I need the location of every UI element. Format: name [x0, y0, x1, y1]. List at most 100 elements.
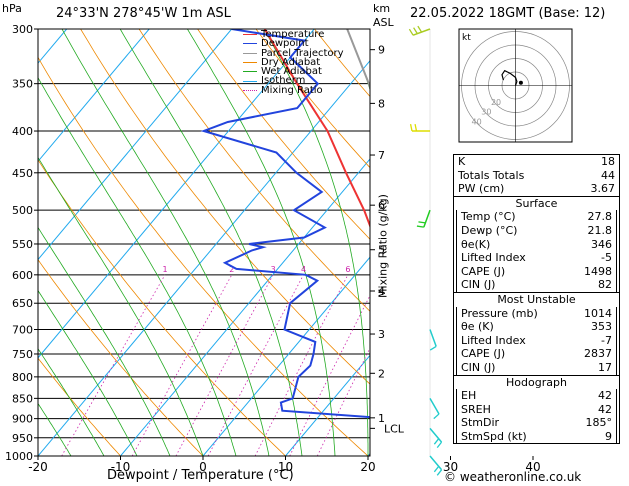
- index-value: 18: [601, 155, 615, 168]
- wind-barb-flag: [429, 345, 437, 351]
- copyright-footer: © weatheronline.co.uk: [444, 470, 582, 484]
- wet-adiabat: [263, 29, 369, 456]
- mixing-ratio-line: [368, 452, 370, 456]
- km-tick-label: 8: [378, 97, 385, 110]
- isotherm: [38, 29, 315, 359]
- temperature-tick-label: 0: [199, 460, 207, 474]
- most-unstable-value: 1014: [584, 306, 612, 320]
- legend-swatch: [243, 52, 257, 54]
- temperature-tick-label: -20: [28, 460, 48, 474]
- wind-barb-staff: [429, 397, 440, 415]
- pressure-tick-label: 900: [12, 413, 33, 426]
- series-line-parcel-trajectory: [346, 29, 370, 91]
- wind-barb-staff: [429, 455, 443, 471]
- pressure-tick-label: 1000: [5, 450, 33, 463]
- location-title: 24°33'N 278°45'W 1m ASL: [56, 6, 231, 21]
- surface-label: CAPE (J): [461, 264, 506, 278]
- index-row: PW (cm) 3.67: [454, 182, 619, 196]
- isotherm: [285, 354, 370, 456]
- legend-label: Dewpoint: [261, 38, 309, 50]
- dry-adiabat: [38, 56, 369, 456]
- index-row: K 18: [454, 155, 619, 169]
- index-value: 44: [601, 168, 615, 182]
- surface-row: Temp (°C) 27.8: [457, 210, 616, 224]
- surface-label: Dewp (°C): [461, 223, 518, 237]
- pressure-tick-label: 650: [12, 297, 33, 310]
- hodograph-table-title: Hodograph: [454, 374, 619, 390]
- wind-barb-staff: [412, 28, 431, 36]
- wind-barb-flag: [409, 124, 413, 132]
- temperature-tick-label: 30: [443, 460, 458, 474]
- wet-adiabat: [38, 289, 138, 456]
- index-label: K: [458, 155, 466, 168]
- hodograph-stat-row: SREH 42: [457, 403, 616, 417]
- pressure-tick-label: 400: [12, 125, 33, 138]
- surface-row: Lifted Index -5: [457, 251, 616, 265]
- wind-barb-flag: [416, 225, 424, 228]
- surface-label: Lifted Index: [461, 251, 526, 265]
- pressure-tick-label: 950: [12, 432, 33, 445]
- isotherm: [38, 29, 150, 163]
- legend-swatch: [243, 34, 257, 36]
- legend-label: Dry Adiabat: [261, 56, 321, 68]
- legend-item: Dry Adiabat: [243, 56, 344, 68]
- surface-row: θe(K) 346: [457, 238, 616, 252]
- most-unstable-label: Lifted Index: [461, 333, 526, 347]
- wind-barb-flag: [433, 413, 440, 420]
- wind-barb: [429, 397, 440, 420]
- km-tick-label: 5: [378, 244, 385, 257]
- most-unstable-value: 17: [598, 360, 612, 374]
- hodograph-unit-label: kt: [462, 33, 471, 43]
- surface-value: 346: [591, 237, 612, 251]
- mixing-ratio-label: 2: [229, 265, 234, 274]
- hodograph-ring-label: 40: [472, 117, 482, 126]
- pressure-tick-label: 700: [12, 324, 33, 337]
- series-line-dewpoint: [200, 29, 370, 419]
- legend-item: Temperature: [243, 29, 344, 40]
- legend-item: Isotherm: [243, 76, 344, 86]
- temperature-tick-label: -10: [111, 460, 131, 474]
- hodograph-ring-label: 20: [491, 98, 501, 107]
- wind-barb: [429, 455, 443, 476]
- wet-adiabat: [38, 348, 105, 456]
- dry-adiabat: [255, 29, 370, 169]
- wet-adiabat: [38, 402, 72, 456]
- wind-barb-flag: [413, 27, 418, 34]
- hodograph-stat-row: StmDir 185°: [457, 416, 616, 430]
- stats-table: K 18 Totals Totals 44 PW (cm) 3.67 Surface Te…: [453, 154, 620, 445]
- most-unstable-row: CIN (J) 17: [457, 361, 616, 375]
- surface-label: CIN (J): [461, 278, 496, 292]
- legend-swatch: [243, 62, 257, 64]
- surface-row: CAPE (J) 1498: [457, 265, 616, 279]
- surface-value: 1498: [584, 264, 612, 278]
- lcl-label: LCL: [384, 422, 405, 435]
- dry-adiabat: [80, 29, 370, 385]
- asl-unit-label: ASL: [373, 16, 394, 29]
- hodograph-section: EH 42 SREH 42 StmDir 185° StmSpd (kt) 9: [456, 389, 617, 444]
- surface-value: 27.8: [587, 210, 613, 224]
- legend-swatch: [243, 71, 257, 73]
- km-unit-label: km: [373, 2, 391, 15]
- pressure-tick-label: 600: [12, 269, 33, 282]
- legend-item: Wet Adiabat: [243, 67, 344, 77]
- mixing-ratio-label: 6: [345, 265, 350, 274]
- km-tick-label: 6: [378, 199, 385, 212]
- mixing-ratio-line: [131, 274, 233, 456]
- mixing-ratio-label: 4: [301, 265, 306, 274]
- km-tick-label: 7: [378, 149, 385, 162]
- wind-barb-flag: [418, 221, 426, 224]
- wind-barb: [429, 427, 443, 449]
- dry-adiabat: [197, 29, 370, 240]
- hodograph-stat-label: StmDir: [461, 416, 500, 430]
- plot-frame: [37, 28, 371, 457]
- km-tick-label: 3: [378, 328, 385, 341]
- km-tick-label: 4: [378, 285, 385, 298]
- index-row: Totals Totals 44: [454, 169, 619, 183]
- wind-barb: [409, 124, 430, 132]
- hodograph-stat-row: StmSpd (kt) 9: [457, 430, 616, 444]
- wind-barb: [416, 209, 431, 228]
- mixing-ratio-label: 1: [162, 265, 167, 274]
- wind-barb-flag: [408, 28, 414, 36]
- mixing-ratio-line: [175, 274, 274, 456]
